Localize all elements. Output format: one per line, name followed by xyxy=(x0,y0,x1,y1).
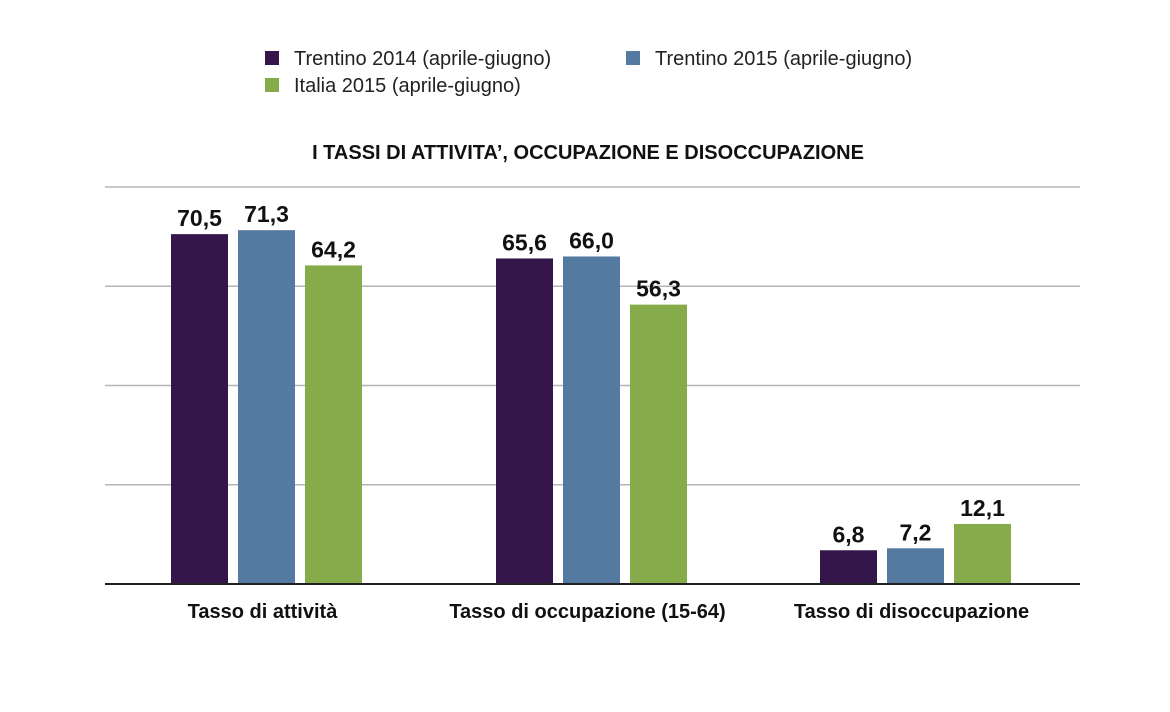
data-label: 56,3 xyxy=(636,276,681,302)
bar xyxy=(887,548,944,584)
data-label: 12,1 xyxy=(960,495,1005,521)
bars xyxy=(171,230,1011,585)
bar xyxy=(496,258,553,584)
chart-title: I TASSI DI ATTIVITA’, OCCUPAZIONE E DISO… xyxy=(312,142,864,164)
data-label: 7,2 xyxy=(900,519,932,545)
legend-label: Italia 2015 (aprile-giugno) xyxy=(294,75,521,97)
legend: Trentino 2014 (aprile-giugno) Trentino 20… xyxy=(265,48,912,97)
legend-swatch xyxy=(265,51,279,65)
value-labels: 70,5 71,3 64,2 65,6 66,0 56,3 6,8 7,2 12,1 xyxy=(177,201,1005,547)
legend-swatch xyxy=(265,78,279,92)
data-label: 71,3 xyxy=(244,201,289,227)
bar xyxy=(305,265,362,584)
bar xyxy=(238,230,295,584)
data-label: 66,0 xyxy=(569,227,614,253)
bar xyxy=(954,523,1011,584)
legend-label: Trentino 2015 (aprile-giugno) xyxy=(655,48,912,70)
bar xyxy=(563,256,620,584)
bar xyxy=(630,304,687,584)
legend-label: Trentino 2014 (aprile-giugno) xyxy=(294,48,551,70)
category-label: Tasso di attività xyxy=(188,601,339,623)
legend-swatch xyxy=(626,51,640,65)
data-label: 70,5 xyxy=(177,205,222,231)
data-label: 64,2 xyxy=(311,236,356,262)
category-labels: Tasso di attività Tasso di occupazione (1… xyxy=(188,601,1029,623)
bar xyxy=(820,550,877,584)
bar xyxy=(171,234,228,585)
category-label: Tasso di disoccupazione xyxy=(794,601,1029,623)
category-label: Tasso di occupazione (15-64) xyxy=(449,601,725,623)
data-label: 6,8 xyxy=(833,521,865,547)
data-label: 65,6 xyxy=(502,229,547,255)
